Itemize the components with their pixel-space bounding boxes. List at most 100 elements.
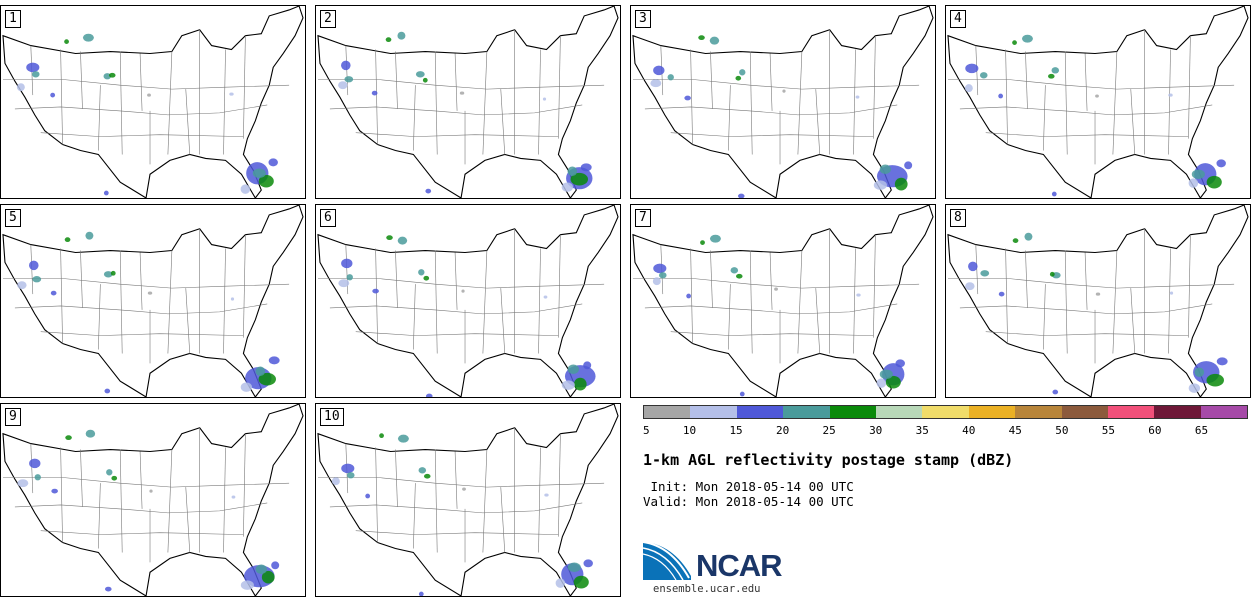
reflectivity-echo (1194, 367, 1205, 378)
reflectivity-echo (1168, 93, 1173, 97)
reflectivity-echo (739, 69, 746, 76)
reflectivity-echo (258, 372, 276, 386)
reflectivity-echo (255, 564, 267, 575)
reflectivity-echo (331, 477, 340, 486)
reflectivity-echo (231, 495, 236, 499)
reflectivity-echo (379, 433, 384, 439)
reflectivity-echo (684, 95, 691, 101)
state-border (40, 132, 244, 137)
state-border (375, 248, 378, 344)
reflectivity-echo (879, 369, 893, 379)
state-border (947, 78, 1235, 90)
reflectivity-colorbar (643, 405, 1248, 419)
reflectivity-echo (338, 279, 350, 288)
reflectivity-echo (16, 83, 25, 92)
state-border (355, 530, 559, 535)
state-border (329, 303, 583, 315)
state-border (769, 53, 773, 111)
state-border (2, 78, 290, 90)
colorbar-tick-label: 35 (915, 424, 929, 437)
state-border (375, 447, 378, 543)
reflectivity-echo (397, 236, 408, 245)
panel-number: 1 (5, 10, 21, 28)
state-border (670, 132, 874, 137)
state-border (329, 104, 583, 116)
state-border (223, 248, 226, 354)
state-border (167, 51, 173, 155)
reflectivity-echo (1216, 159, 1226, 168)
colorbar-tick-label: 5 (643, 424, 650, 437)
state-border (769, 252, 773, 310)
reflectivity-echo (103, 190, 109, 196)
reflectivity-echo (85, 429, 96, 438)
postage-stamp-panel: 5 (0, 204, 306, 398)
reflectivity-echo (1188, 178, 1199, 188)
reflectivity-echo (979, 72, 988, 79)
ncar-logo-text: NCAR (696, 548, 783, 583)
colorbar-segment (922, 406, 969, 418)
colorbar-segment (1015, 406, 1062, 418)
state-border (1025, 51, 1028, 109)
reflectivity-echo (341, 258, 353, 269)
state-border (80, 51, 83, 109)
reflectivity-echo (876, 378, 887, 388)
state-border (185, 89, 191, 155)
reflectivity-echo (386, 235, 393, 241)
state-border (1130, 89, 1136, 155)
coastline (947, 205, 1249, 397)
state-border (1084, 53, 1088, 111)
reflectivity-echo (103, 271, 113, 278)
state-border (558, 35, 561, 139)
state-border (797, 250, 803, 354)
colorbar-tick-labels: 5 10 15 20 25 30 35 40 45 50 55 60 65 (643, 424, 1248, 438)
reflectivity-echo (774, 287, 778, 291)
state-border (317, 476, 605, 488)
reflectivity-echo (462, 487, 466, 491)
reflectivity-echo (653, 263, 667, 274)
state-border (139, 53, 143, 111)
state-border (710, 250, 713, 308)
state-border (632, 277, 920, 289)
reflectivity-echo (82, 33, 94, 42)
init-time: Init: Mon 2018-05-14 00 UTC (643, 479, 854, 494)
state-border (355, 132, 559, 137)
state-border (243, 433, 246, 537)
state-border (139, 252, 143, 310)
reflectivity-echo (544, 493, 549, 497)
colorbar-segment (736, 406, 784, 418)
reflectivity-echo (543, 295, 548, 299)
state-border (558, 433, 561, 537)
state-border (749, 250, 753, 354)
state-border (873, 35, 876, 139)
state-border (947, 277, 1235, 289)
colorbar-tick-label: 60 (1148, 424, 1162, 437)
reflectivity-echo (730, 267, 739, 274)
state-border (1168, 248, 1171, 354)
state-border (1168, 49, 1171, 155)
panel-number: 6 (320, 209, 336, 227)
reflectivity-echo (425, 393, 433, 397)
colorbar-tick-label: 15 (729, 424, 743, 437)
panel-number: 10 (320, 408, 344, 426)
state-border (538, 447, 541, 553)
state-border (454, 53, 458, 111)
reflectivity-echo (736, 273, 743, 279)
state-border (223, 49, 226, 155)
coastline (317, 6, 619, 198)
reflectivity-echo (372, 288, 379, 294)
reflectivity-echo (240, 382, 253, 392)
reflectivity-echo (423, 275, 430, 281)
reflectivity-echo (698, 35, 705, 41)
state-border (413, 85, 416, 151)
state-border (243, 234, 246, 338)
state-border (223, 447, 226, 553)
reflectivity-echo (261, 570, 275, 584)
reflectivity-echo (739, 391, 745, 397)
conus-map (947, 205, 1249, 397)
state-border (482, 250, 488, 354)
state-border (959, 303, 1213, 315)
reflectivity-echo (1095, 94, 1099, 98)
state-border (853, 248, 856, 354)
panel-number: 4 (950, 10, 966, 28)
state-border (985, 132, 1189, 137)
